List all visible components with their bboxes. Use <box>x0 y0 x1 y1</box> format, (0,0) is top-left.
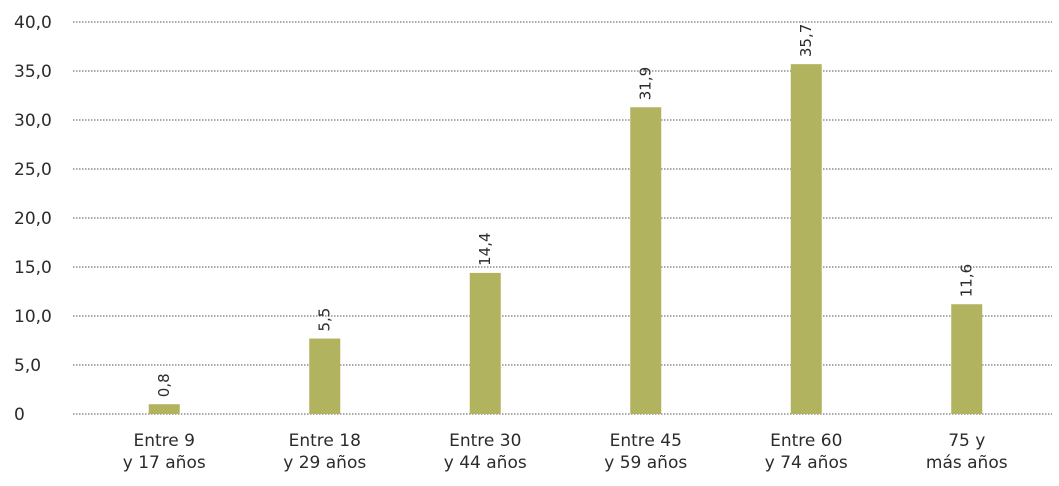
bar-value-label: 14,4 <box>476 232 494 265</box>
x-category-label: Entre 60 <box>770 431 842 451</box>
bar <box>469 272 501 414</box>
x-category-label: Entre 45 <box>610 431 682 451</box>
x-category-label: Entre 30 <box>449 431 521 451</box>
y-tick-label: 40,0 <box>14 13 52 33</box>
bar-value-label: 31,9 <box>637 67 655 100</box>
x-category-label: y 17 años <box>123 453 206 473</box>
x-category-label: 75 y <box>948 431 985 451</box>
x-category-label: y 29 años <box>283 453 366 473</box>
y-tick-label: 0 <box>14 405 25 425</box>
x-category-label: Entre 9 <box>134 431 195 451</box>
y-tick-label: 30,0 <box>14 111 52 131</box>
bar <box>309 338 341 414</box>
bar-value-label: 0,8 <box>155 373 173 397</box>
x-category-label: y 74 años <box>765 453 848 473</box>
x-axis-categories: Entre 9y 17 años Entre 18y 29 años Entre 3… <box>123 431 1008 473</box>
data-labels: 0,8 5,5 14,4 31,9 35,7 11,6 <box>155 24 976 397</box>
bar <box>630 107 662 414</box>
bar <box>790 64 822 414</box>
x-category-label: y 59 años <box>604 453 687 473</box>
bar-value-label: 5,5 <box>316 308 334 332</box>
x-category-label: y 44 años <box>444 453 527 473</box>
x-category-label: Entre 18 <box>289 431 361 451</box>
gridlines <box>73 21 1052 415</box>
x-category-label: más años <box>926 453 1008 473</box>
y-tick-label: 5,0 <box>14 356 41 376</box>
y-axis-ticks: 0 5,0 10,0 15,0 20,0 25,0 30,0 35,0 40,0 <box>14 13 52 425</box>
y-tick-label: 35,0 <box>14 62 52 82</box>
bar-value-label: 35,7 <box>797 24 815 57</box>
y-tick-label: 25,0 <box>14 160 52 180</box>
y-tick-label: 20,0 <box>14 209 52 229</box>
bar <box>951 304 983 414</box>
bar-value-label: 11,6 <box>958 264 976 297</box>
y-tick-label: 15,0 <box>14 258 52 278</box>
bar <box>148 404 180 414</box>
bars <box>148 64 983 414</box>
y-tick-label: 10,0 <box>14 307 52 327</box>
